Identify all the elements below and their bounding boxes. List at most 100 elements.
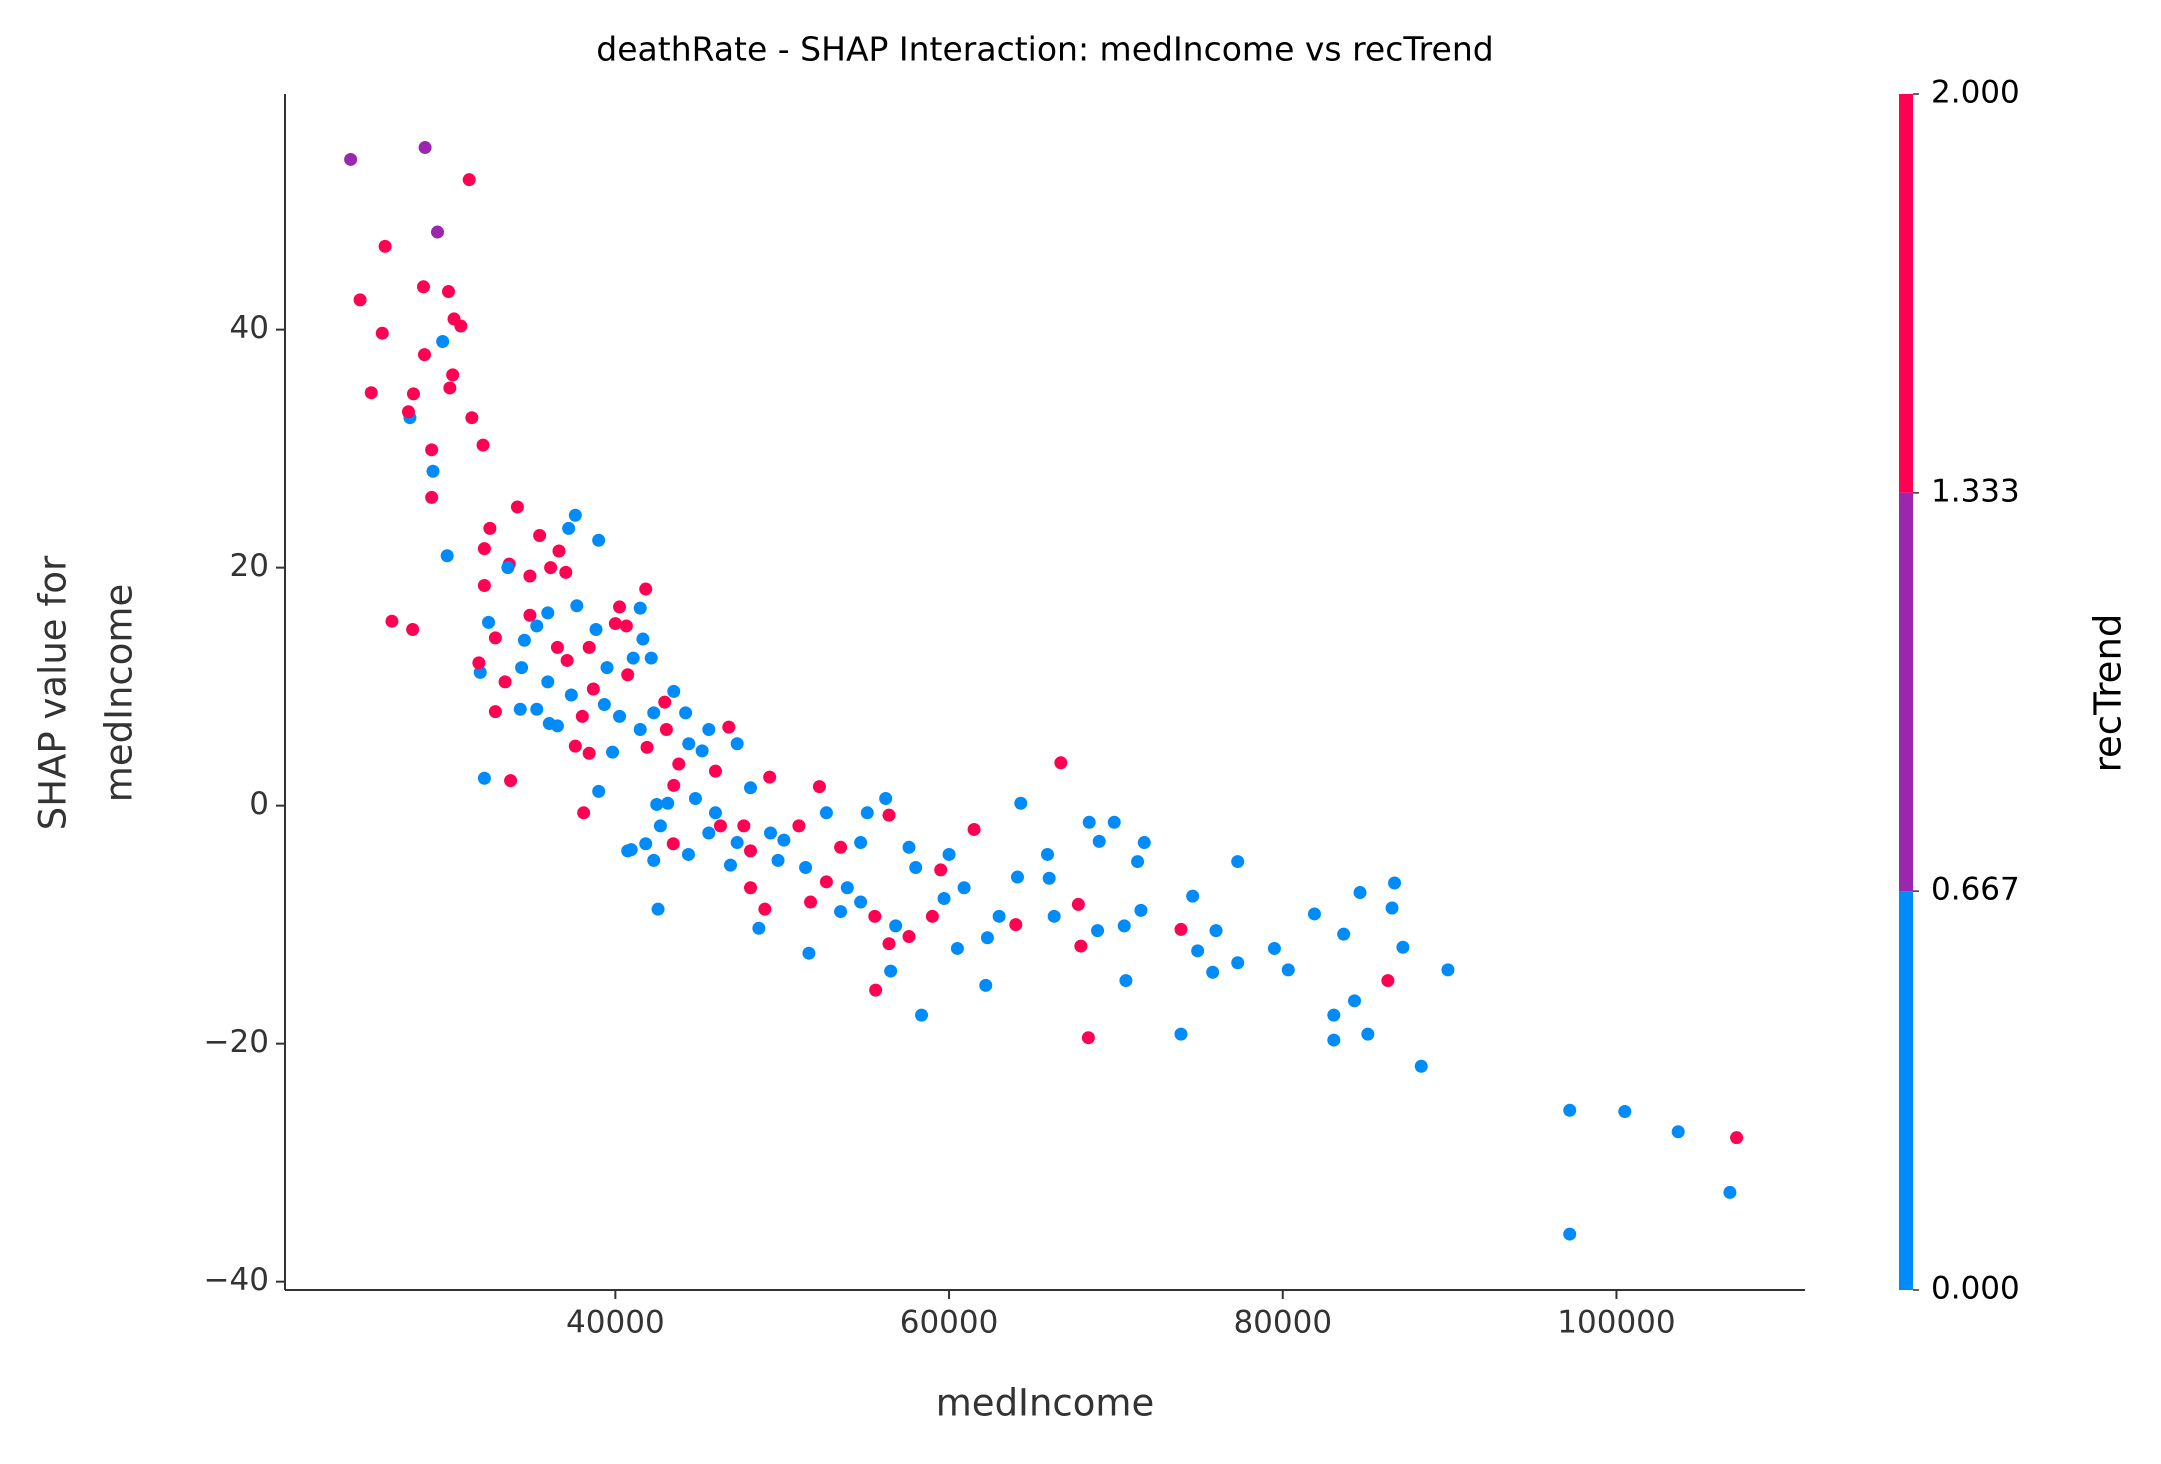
point	[515, 661, 529, 675]
point	[488, 631, 502, 645]
point	[1361, 1027, 1375, 1041]
y-tick-label: 0	[249, 786, 269, 822]
point	[651, 902, 665, 916]
chart-title: deathRate - SHAP Interaction: medIncome …	[596, 30, 1493, 69]
point	[702, 826, 716, 840]
point	[1186, 889, 1200, 903]
point	[777, 833, 791, 847]
point	[1054, 756, 1068, 770]
point	[1730, 1131, 1744, 1145]
point	[597, 697, 611, 711]
point	[619, 619, 633, 633]
point	[568, 508, 582, 522]
point	[488, 705, 502, 719]
point	[1042, 871, 1056, 885]
point	[1337, 927, 1351, 941]
point	[608, 617, 622, 631]
point	[1353, 886, 1367, 900]
point	[758, 902, 772, 916]
point	[498, 675, 512, 689]
point	[1009, 918, 1023, 932]
x-tick-label: 40000	[566, 1305, 665, 1341]
point	[854, 895, 868, 909]
point	[510, 500, 524, 514]
point	[653, 819, 667, 833]
point	[530, 702, 544, 716]
point	[513, 702, 527, 716]
point	[406, 387, 420, 401]
point	[647, 706, 661, 720]
point	[730, 737, 744, 751]
y-tick-label: −40	[204, 1262, 269, 1298]
point	[1307, 907, 1321, 921]
point	[550, 640, 564, 654]
point	[1174, 1027, 1188, 1041]
point	[477, 771, 491, 785]
y-tick-label: 20	[230, 548, 269, 584]
point	[713, 819, 727, 833]
colorbar-segment	[1899, 891, 1913, 1290]
point	[1074, 939, 1088, 953]
point	[667, 684, 681, 698]
point	[979, 978, 993, 992]
point	[541, 606, 555, 620]
point	[1396, 940, 1410, 954]
point	[834, 905, 848, 919]
point	[854, 836, 868, 850]
x-axis-label: medIncome	[936, 1382, 1154, 1425]
y-tick-label: −20	[204, 1024, 269, 1060]
point	[1191, 944, 1205, 958]
point	[431, 225, 445, 239]
point	[1388, 876, 1402, 890]
point	[483, 521, 497, 535]
point	[1131, 855, 1145, 869]
point	[957, 881, 971, 895]
point	[708, 806, 722, 820]
point	[763, 770, 777, 784]
point	[909, 861, 923, 875]
point	[575, 709, 589, 723]
point	[647, 853, 661, 867]
point	[560, 653, 574, 667]
point	[752, 921, 766, 935]
point	[915, 1008, 929, 1022]
point	[600, 661, 614, 675]
point	[802, 946, 816, 960]
y-axis-label: SHAP value for	[32, 555, 75, 830]
point	[942, 847, 956, 861]
point	[650, 797, 664, 811]
point	[1327, 1008, 1341, 1022]
point	[517, 633, 531, 647]
point	[476, 438, 490, 452]
point	[666, 837, 680, 851]
point	[582, 746, 596, 760]
x-tick-label: 100000	[1557, 1305, 1675, 1341]
point	[1381, 974, 1395, 988]
point	[436, 335, 450, 349]
points	[344, 141, 1744, 1241]
point	[443, 381, 457, 395]
point	[401, 405, 415, 419]
point	[868, 909, 882, 923]
point	[702, 722, 716, 736]
point	[482, 615, 496, 629]
point	[465, 411, 479, 425]
point	[804, 895, 818, 909]
point	[626, 651, 640, 665]
point	[659, 722, 673, 736]
point	[501, 561, 515, 575]
point	[744, 881, 758, 895]
point	[523, 569, 537, 583]
point	[679, 706, 693, 720]
point	[1081, 1031, 1095, 1045]
point	[1091, 924, 1105, 938]
point	[541, 675, 555, 689]
x-tick-label: 80000	[1233, 1305, 1332, 1341]
point	[621, 668, 635, 682]
point	[819, 806, 833, 820]
x-tick-label: 60000	[900, 1305, 999, 1341]
point	[425, 443, 439, 457]
point	[672, 757, 686, 771]
point	[1231, 855, 1245, 869]
